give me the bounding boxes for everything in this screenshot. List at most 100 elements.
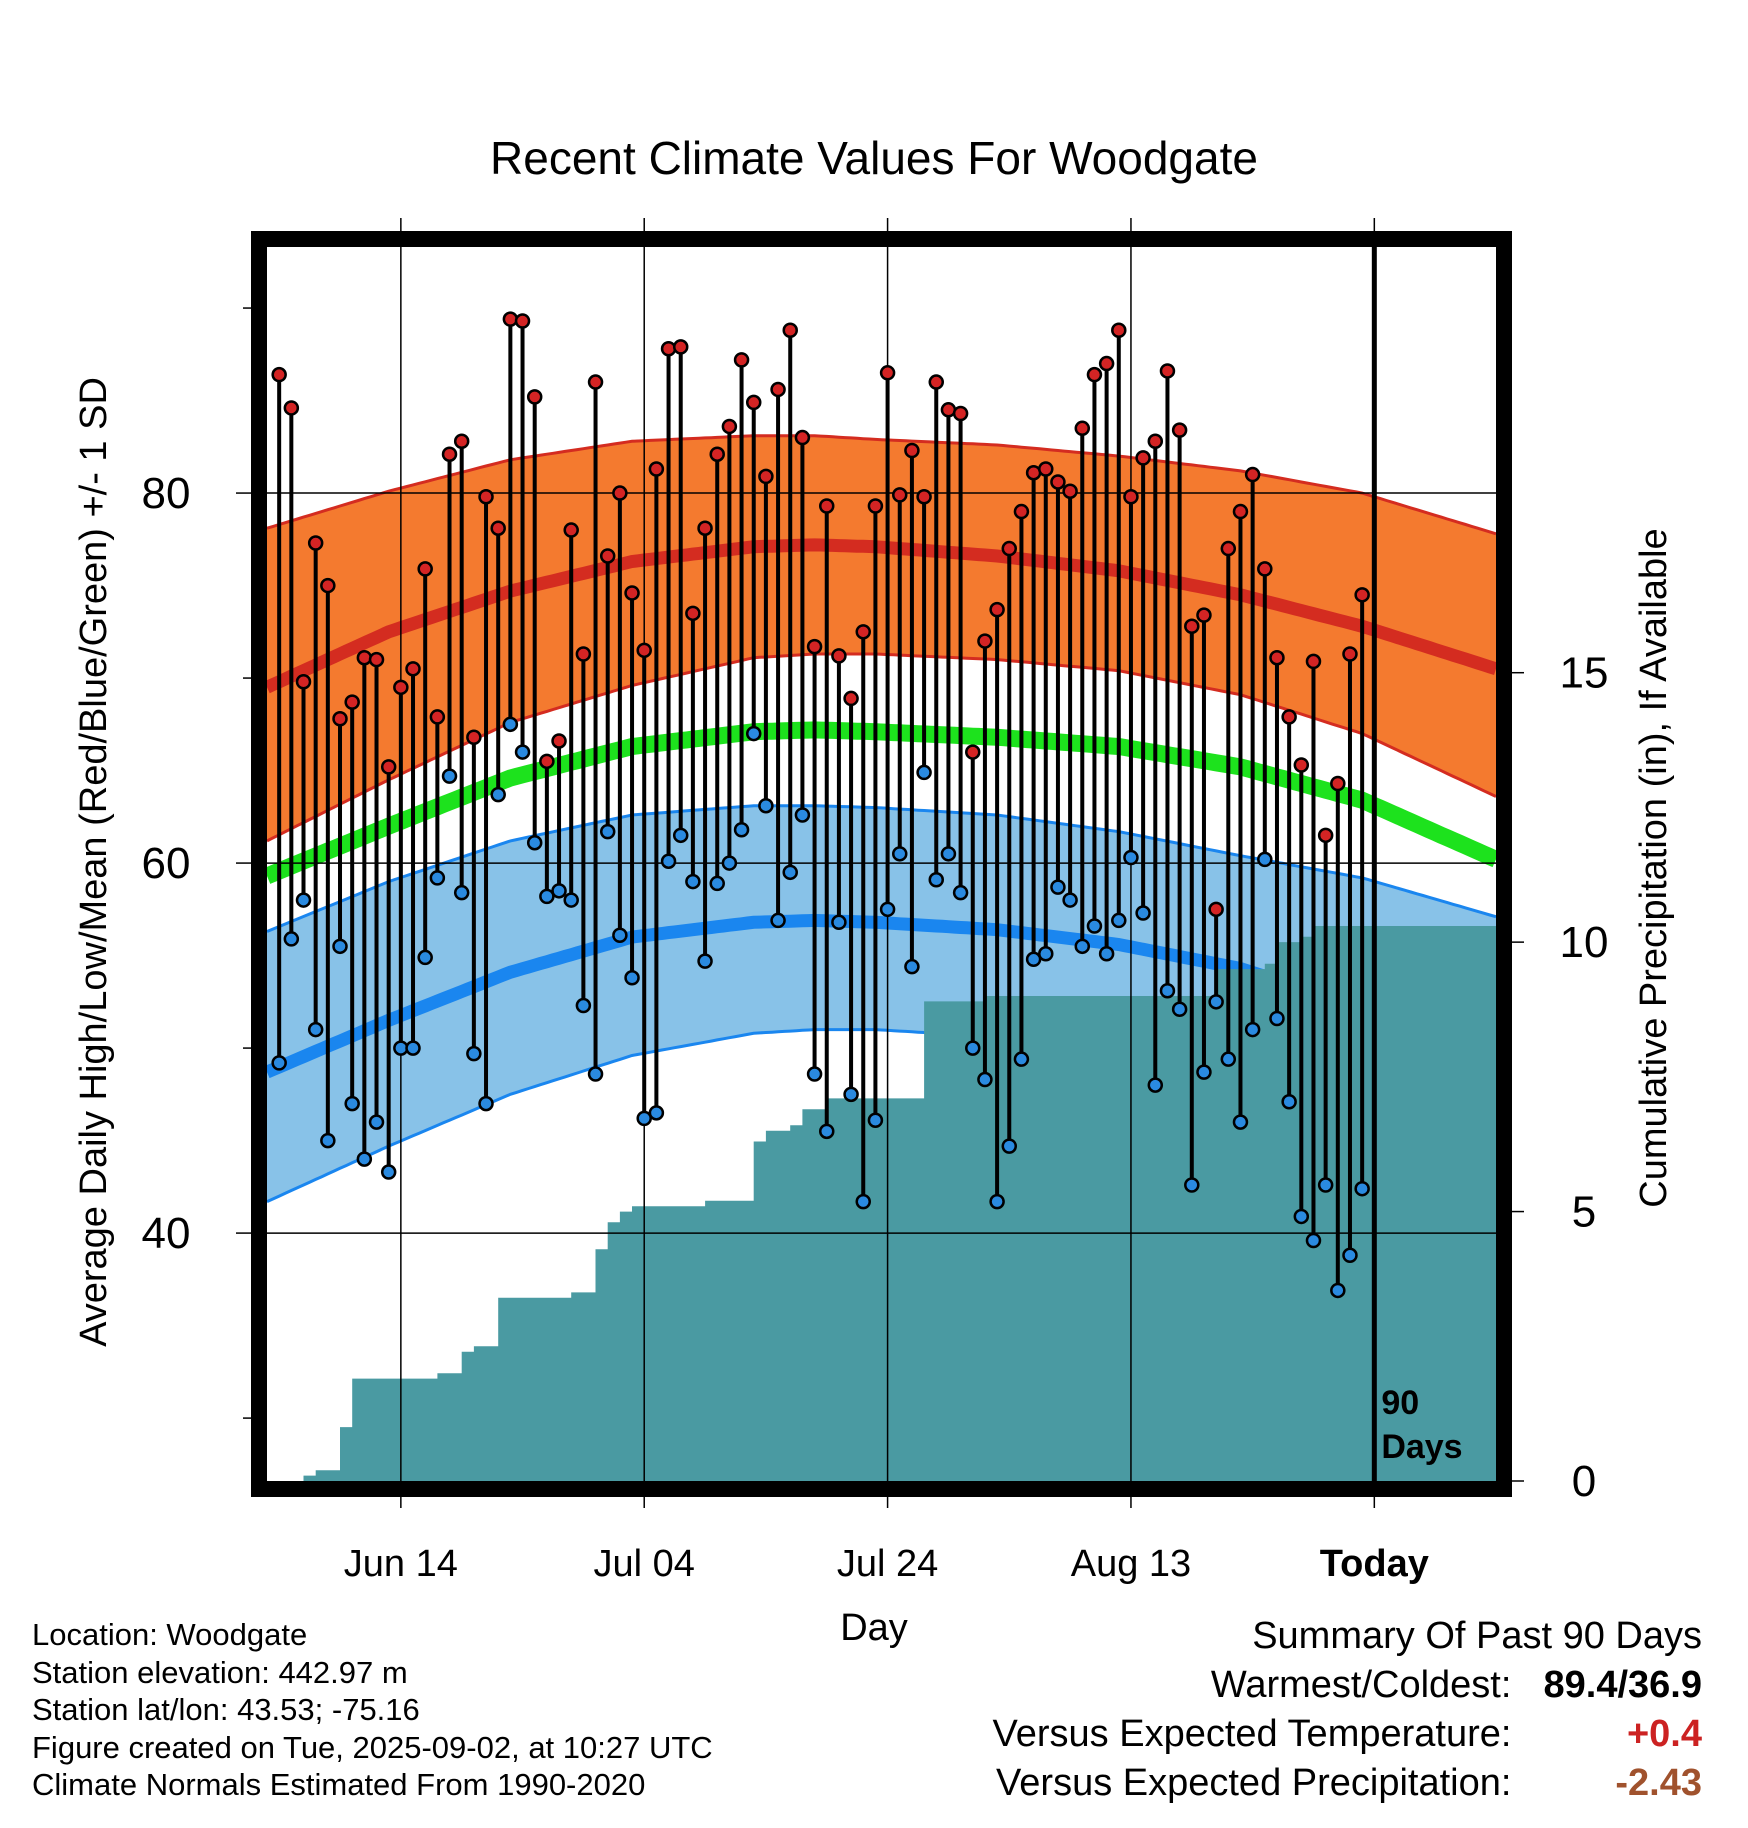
daily-low-point [514,744,531,760]
daily-high-point [721,418,738,435]
y2-tick-label: 15 [1560,649,1609,698]
daily-low-point [478,1095,494,1112]
daily-high-point [648,461,665,477]
daily-high-point [1269,649,1285,666]
daily-high-point [1281,709,1297,725]
temp-departure-value: +0.4 [1626,1713,1702,1755]
daily-low-point [1293,1208,1310,1225]
daily-high-point [429,709,446,725]
axes: 80 60 40 15 10 5 0 Jun 14 Jul 04 Jul 24 Aug 13 Toda… [142,218,1609,1585]
daily-high-point [1317,827,1334,844]
daily-high-point [831,648,847,664]
daily-low-point [1001,1138,1018,1154]
daily-high-point [1013,503,1030,520]
y-axis-label: Average Daily High/Low/Mean (Red/Blue/Gr… [73,377,115,1347]
daily-low-point [490,786,506,803]
daily-low-point [612,927,628,943]
daily-high-point [1244,466,1261,483]
daily-high-point [466,729,482,746]
daily-low-point [1062,892,1078,908]
daily-low-point [855,1193,871,1210]
y2-tick-label: 5 [1572,1188,1596,1237]
warmest-coldest-value: 89.4/36.9 [1543,1664,1702,1706]
daily-low-point [1354,1180,1370,1197]
daily-low-point [709,875,725,892]
x-tick-label: Jul 24 [837,1543,938,1585]
temp-departure-row: Versus Expected Temperature: +0.4 [993,1710,1702,1759]
daily-high-point [782,322,798,339]
x-tick-label: Jun 14 [344,1543,458,1585]
daily-high-point [380,759,397,775]
daily-high-point [490,520,506,536]
daily-high-point [356,649,373,666]
daily-high-point [526,389,543,405]
daily-low-point [344,1095,360,1112]
daily-high-point [660,341,677,357]
daily-high-point [1232,503,1249,520]
daily-low-point [952,884,969,901]
daily-high-point [965,744,981,760]
daily-high-point [575,646,592,662]
daily-low-point [599,823,616,840]
daily-high-point [587,374,604,390]
daily-high-point [1135,450,1151,466]
daily-high-point [612,485,628,501]
plot-area: 90 Days [267,247,1496,1481]
daily-low-point [1098,945,1115,962]
daily-high-point [393,679,409,696]
daily-high-point [502,311,519,327]
daily-low-point [1257,851,1273,868]
warmest-coldest-label: Warmest/Coldest: [1210,1664,1512,1706]
daily-high-point [806,638,823,655]
y2-axis-label: Cumulative Precipitation (in), If Availa… [1633,528,1675,1207]
daily-high-point [952,405,969,422]
daily-low-point [1013,1051,1030,1067]
daily-high-point [539,753,555,770]
daily-low-point [1038,945,1054,962]
daily-low-point [916,764,932,781]
daily-high-point [745,394,762,411]
daily-high-point [599,548,616,564]
daily-low-point [843,1086,859,1103]
location-text: Location: Woodgate [32,1617,308,1652]
daily-high-point [697,520,713,536]
daily-low-point [368,1114,385,1130]
y2-tick-label: 10 [1560,918,1609,967]
daily-low-point [307,1021,324,1038]
x-tick-label: Jul 04 [594,1543,695,1585]
daily-high-point [1220,540,1237,557]
elevation-text: Station elevation: 442.97 m [32,1654,408,1690]
daily-high-point [320,577,336,594]
daily-low-point [1305,1232,1322,1249]
daily-high-point [478,489,494,505]
daily-low-point [806,1066,823,1082]
daily-low-point [1232,1114,1249,1130]
daily-high-point [1147,433,1164,450]
daily-low-point [1050,879,1066,895]
precip-departure-row: Versus Expected Precipitation: -2.43 [993,1759,1702,1808]
daily-low-point [624,970,640,986]
daily-low-point [466,1045,482,1062]
daily-low-point [453,884,470,901]
daily-high-point [892,487,908,503]
y2-tick-label: 0 [1572,1457,1596,1506]
daily-low-point [904,958,920,975]
daily-high-point [709,446,725,462]
daily-high-point [904,442,920,459]
daily-high-point [1257,561,1273,577]
daily-high-point [685,605,701,622]
daily-low-point [405,1040,421,1056]
plot-content: 90 Days [267,247,1496,1481]
daily-high-point [405,661,421,677]
daily-low-point [672,827,689,844]
summary-title: Summary Of Past 90 Days [1252,1615,1702,1657]
daily-high-point [1196,607,1212,623]
daily-low-point [758,797,774,814]
daily-low-point [1184,1177,1200,1193]
daily-high-point [733,352,750,368]
daily-high-point [368,651,385,668]
daily-high-point [1111,322,1127,339]
daily-low-point [1086,918,1103,934]
daily-high-point [332,711,348,727]
daily-low-point [1123,849,1139,866]
